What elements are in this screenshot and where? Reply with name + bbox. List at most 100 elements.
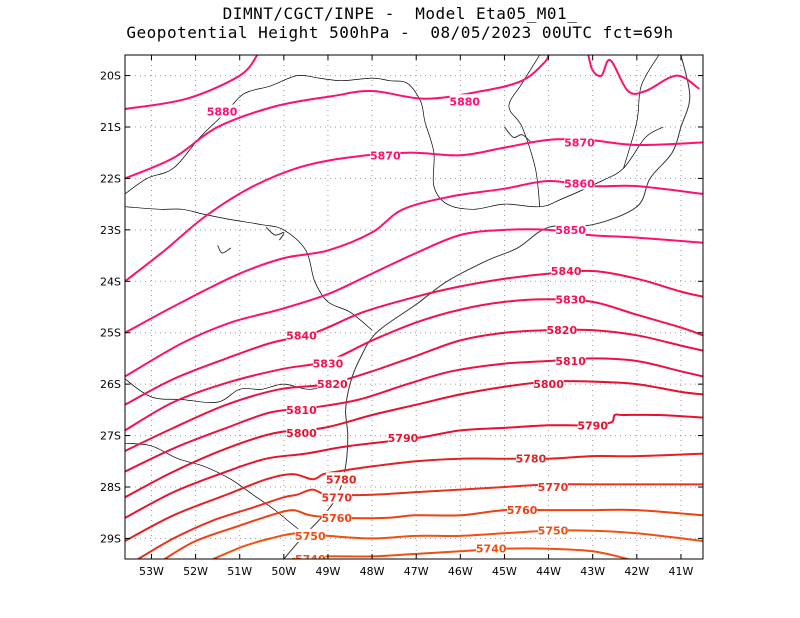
contour-label-5760: 5760: [507, 504, 538, 517]
contour-label-bg: [286, 426, 317, 439]
contour-label-5770: 5770: [321, 491, 352, 504]
contour-label-bg: [312, 356, 343, 370]
lon-tick-label: 45W: [492, 565, 517, 578]
contour-label-5740: 5740: [476, 543, 507, 556]
contour-5780: [125, 452, 703, 542]
contour-label-bg: [295, 552, 326, 559]
lon-tick-label: 41W: [669, 565, 694, 578]
lat-tick-label: 21S: [100, 121, 121, 134]
contour-label-bg: [507, 503, 538, 517]
contour-label-5870: 5870: [370, 149, 401, 162]
contour-label-5770: 5770: [538, 481, 569, 494]
contour-label-bg: [286, 402, 317, 416]
contour-5790: [125, 413, 703, 519]
contour-5820: [125, 328, 703, 452]
contour-label-5830: 5830: [313, 358, 344, 371]
state-border: [125, 378, 342, 403]
contour-5850: [125, 228, 703, 378]
contour-5740: [291, 547, 629, 559]
lat-tick-label: 22S: [100, 172, 121, 185]
contour-label-5750: 5750: [538, 525, 569, 538]
lon-tick-label: 50W: [271, 565, 296, 578]
contour-5860: [125, 179, 703, 334]
lat-tick-label: 26S: [100, 378, 121, 391]
contour-label-5830: 5830: [555, 293, 586, 306]
contour-label-bg: [546, 323, 577, 337]
contour-label-bg: [387, 431, 418, 445]
lon-tick-label: 46W: [448, 565, 473, 578]
contour-label-5760: 5760: [321, 512, 352, 525]
lat-tick-label: 24S: [100, 275, 121, 288]
lon-tick-label: 43W: [580, 565, 605, 578]
lat-tick-label: 23S: [100, 224, 121, 237]
height-contours: [125, 55, 703, 559]
contour-label-bg: [537, 480, 568, 493]
coastline: [504, 126, 532, 143]
contour-5810: [125, 357, 703, 473]
title-line-1: DIMNT/CGCT/INPE - Model Eta05_M01_: [222, 4, 578, 23]
contour-label-bg: [476, 541, 507, 555]
contour-5880: [125, 55, 259, 110]
lon-tick-label: 49W: [316, 565, 341, 578]
lat-tick-label: 20S: [100, 70, 121, 83]
contour-label-5740: 5740: [295, 553, 326, 566]
contour-label-5870: 5870: [564, 136, 595, 149]
contour-label-5810: 5810: [286, 404, 317, 417]
contour-label-bg: [577, 418, 608, 432]
contour-label-bg: [370, 148, 401, 162]
map-frame: [124, 54, 704, 560]
lat-tick-label: 27S: [100, 430, 121, 443]
contour-label-5820: 5820: [546, 324, 577, 337]
contour-labels: 5880 5880 5870 5870 5860 5850 5840 5840 5830 5830…: [207, 94, 608, 566]
contour-label-5800: 5800: [286, 427, 317, 440]
contour-label-bg: [207, 104, 238, 118]
lat-tick-label: 29S: [100, 532, 121, 545]
contour-label-bg: [533, 377, 564, 391]
contour-5880: [587, 55, 700, 95]
contour-5830: [125, 298, 703, 432]
contour-label-bg: [564, 135, 595, 149]
contour-5870: [125, 138, 703, 283]
contour-5880: [125, 55, 550, 180]
contour-label-5820: 5820: [317, 378, 348, 391]
contour-label-bg: [317, 377, 348, 391]
contour-label-bg: [555, 354, 586, 367]
contour-label-bg: [295, 528, 326, 542]
lon-tick-label: 42W: [624, 565, 649, 578]
lat-tick-label: 25S: [100, 327, 121, 340]
contour-label-5810: 5810: [555, 355, 586, 368]
contour-5840: [125, 269, 703, 406]
contour-label-5790: 5790: [577, 419, 608, 432]
contour-label-5860: 5860: [564, 178, 595, 191]
contour-label-bg: [551, 264, 582, 277]
title-line-2: Geopotential Height 500hPa - 08/05/2023 …: [126, 23, 674, 42]
contour-label-5880: 5880: [449, 95, 480, 108]
contour-label-5780: 5780: [326, 473, 357, 486]
contour-label-bg: [555, 292, 586, 306]
contour-5800: [125, 380, 703, 499]
state-border: [125, 442, 315, 539]
lon-tick-label: 51W: [227, 565, 252, 578]
lon-tick-label: 52W: [183, 565, 208, 578]
lon-tick-label: 48W: [360, 565, 385, 578]
contour-label-5750: 5750: [295, 530, 326, 543]
contour-label-5780: 5780: [516, 453, 547, 466]
contour-label-5840: 5840: [286, 329, 317, 342]
contour-label-bg: [321, 510, 352, 524]
coastline: [265, 226, 285, 241]
state-border: [623, 55, 660, 169]
contour-label-bg: [286, 328, 317, 342]
contour-label-bg: [515, 451, 546, 465]
contour-label-bg: [555, 222, 586, 236]
coastline: [217, 245, 232, 254]
lon-tick-label: 47W: [404, 565, 429, 578]
contour-label-bg: [449, 94, 480, 108]
state-border: [125, 206, 373, 331]
contour-label-bg: [321, 490, 352, 504]
contour-label-5880: 5880: [207, 106, 238, 119]
contour-label-5840: 5840: [551, 265, 582, 278]
contour-label-bg: [564, 176, 595, 190]
contour-label-5800: 5800: [533, 378, 564, 391]
lat-tick-label: 28S: [100, 481, 121, 494]
